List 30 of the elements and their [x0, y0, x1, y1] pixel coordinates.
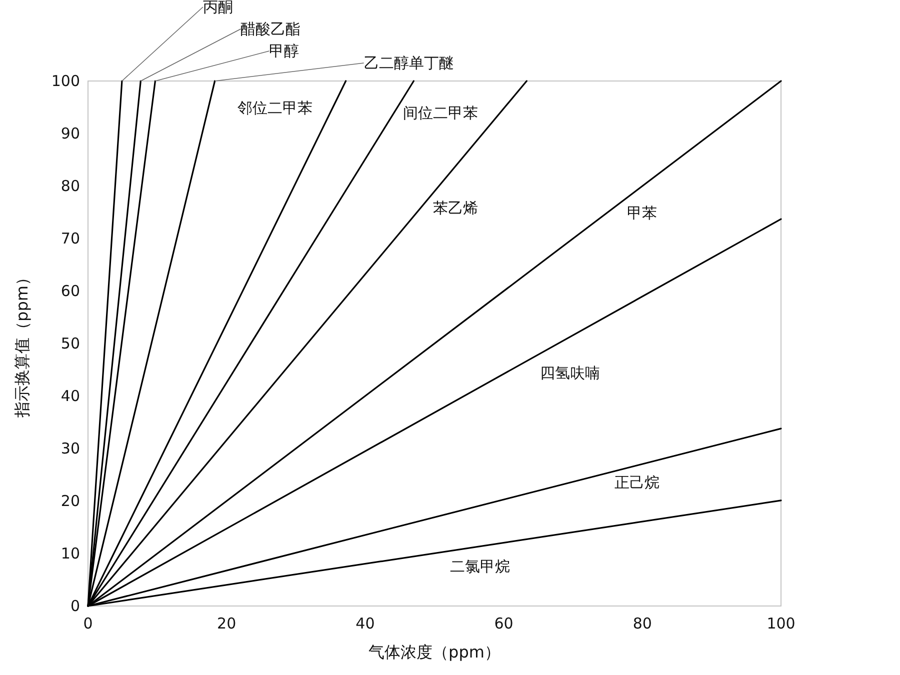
x-tick-label: 20 — [217, 614, 236, 632]
x-tick-label: 40 — [356, 614, 375, 632]
text: 乙二醇单丁醚 — [364, 54, 454, 72]
y-tick-label: 60 — [60, 282, 80, 300]
series-label: 邻位二甲苯 — [237, 99, 312, 117]
series-label: 苯乙烯 — [433, 199, 478, 217]
x-tick-label: 0 — [83, 614, 93, 632]
series-label: 甲苯 — [627, 204, 657, 222]
x-tick-label: 80 — [632, 614, 652, 632]
y-tick-label: 40 — [60, 387, 80, 405]
y-tick-label: 100 — [51, 72, 80, 90]
text: 醋酸乙酯 — [240, 20, 301, 38]
y-tick-label: 90 — [60, 124, 80, 142]
series-label: 正己烷 — [614, 474, 660, 492]
y-tick-label: 0 — [70, 597, 80, 615]
x-tick-label: 100 — [766, 614, 796, 632]
x-tick-label: 60 — [494, 614, 514, 632]
y-tick-label: 20 — [60, 492, 80, 510]
text: 甲醇 — [269, 42, 300, 60]
y-tick-label: 30 — [60, 440, 80, 458]
y-tick-label: 80 — [60, 177, 80, 195]
series-label: 间位二甲苯 — [403, 104, 478, 122]
y-tick-label: 10 — [60, 544, 80, 562]
y-tick-label: 50 — [60, 334, 80, 352]
text: 丙酮 — [202, 0, 233, 16]
series-label: 二氯甲烷 — [450, 557, 510, 576]
y-tick-label: 70 — [60, 230, 80, 248]
series-label: 四氢呋喃 — [540, 364, 600, 382]
x-axis-title: 气体浓度（ppm） — [368, 642, 500, 662]
y-axis-title: 指示换算值（ppm） — [12, 270, 32, 418]
